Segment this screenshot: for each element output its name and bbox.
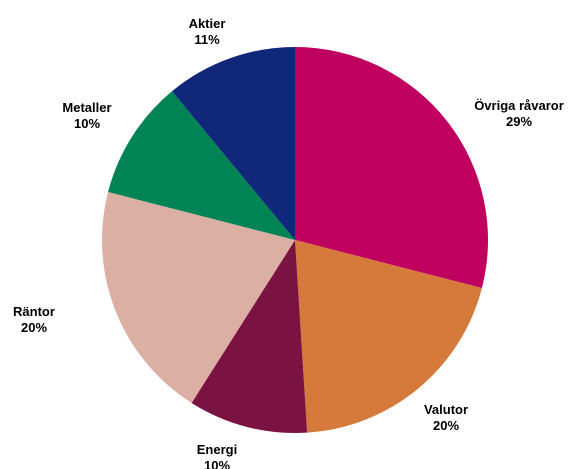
slice-percent-label: 20% [433,418,459,433]
slice-name-label: Valutor [424,402,468,417]
slice-percent-label: 10% [74,116,100,131]
pie-labels: Övriga råvaror29%Valutor20%Energi10%Ränt… [13,16,564,469]
pie-slice-metaller [108,91,295,240]
slice-percent-label: 20% [21,320,47,335]
pie-slice-valutor [295,240,482,433]
slice-percent-label: 11% [194,32,220,47]
slice-name-label: Energi [197,442,237,457]
slice-percent-label: 10% [204,458,230,469]
slice-name-label: Räntor [13,304,55,319]
slice-name-label: Övriga råvaror [474,98,564,113]
pie-slice-energi [191,240,308,434]
pie-slice-räntor [101,192,295,403]
pie-slices [101,47,489,434]
pie-slice-övriga-råvaror [295,47,489,288]
slice-percent-label: 29% [506,114,532,129]
slice-name-label: Aktier [189,16,226,31]
slice-name-label: Metaller [62,100,111,115]
pie-slice-aktier [171,47,295,240]
